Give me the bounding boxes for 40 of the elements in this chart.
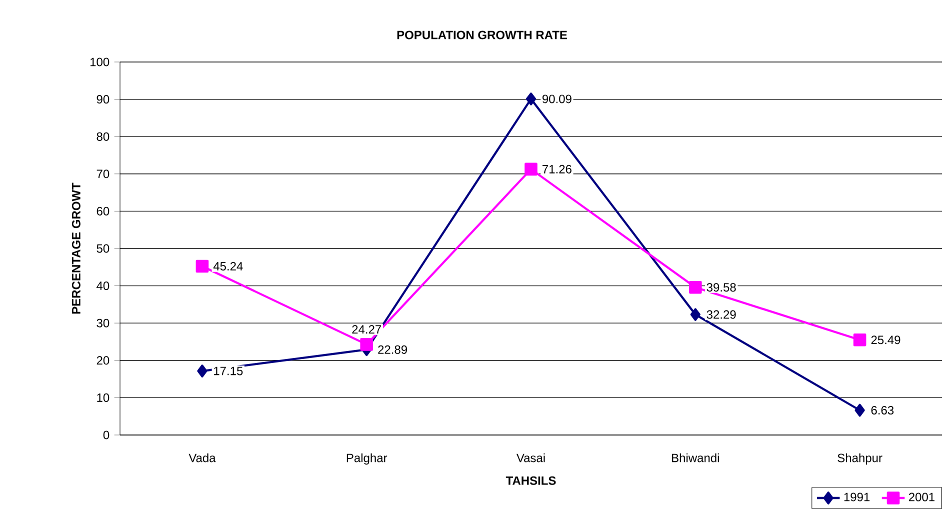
data-label: 39.58 — [706, 283, 736, 292]
point — [524, 162, 538, 176]
y-tick-label: 100 — [90, 58, 110, 66]
data-label: 22.89 — [378, 345, 407, 354]
legend-label: 1991 — [844, 492, 870, 502]
point — [690, 308, 700, 321]
x-axis-title: TAHSILS — [506, 476, 556, 485]
point — [688, 280, 702, 294]
data-label: 90.09 — [542, 94, 572, 104]
point — [360, 338, 374, 351]
x-tick-label: Vada — [188, 453, 216, 462]
point — [526, 92, 536, 106]
point — [854, 404, 865, 417]
y-tick-label: 90 — [96, 95, 110, 104]
chart-title: POPULATION GROWTH RATE — [397, 30, 567, 40]
y-tick-label: 40 — [96, 282, 110, 290]
x-tick-label: Vasai — [516, 453, 545, 462]
data-label: 17.15 — [214, 366, 243, 376]
data-label: 25.49 — [871, 336, 900, 344]
legend-label: 2001 — [908, 492, 934, 502]
data-label: 32.29 — [706, 310, 736, 319]
point — [197, 364, 208, 378]
y-tick-label: 80 — [96, 132, 110, 141]
x-tick-label: Shahpur — [838, 453, 882, 465]
data-label: 45.24 — [213, 262, 243, 270]
y-tick-label: 30 — [96, 318, 110, 328]
y-tick-label: 60 — [96, 206, 110, 216]
y-tick-label: 70 — [96, 170, 110, 178]
point — [196, 260, 209, 273]
x-tick-label: Palghar — [346, 453, 388, 465]
data-label: 24.27 — [352, 325, 382, 334]
data-label: 6.63 — [871, 406, 894, 415]
y-axis-title: PERCENTAGE GROWT — [72, 182, 80, 314]
y-tick-label: 20 — [96, 356, 110, 365]
data-label: 71.26 — [542, 164, 572, 174]
x-tick-label: Bhiwandi — [672, 453, 719, 462]
y-tick-label: 50 — [96, 244, 110, 253]
point — [853, 334, 866, 346]
y-tick-label: 10 — [97, 393, 110, 402]
y-tick-label: 0 — [103, 430, 110, 440]
